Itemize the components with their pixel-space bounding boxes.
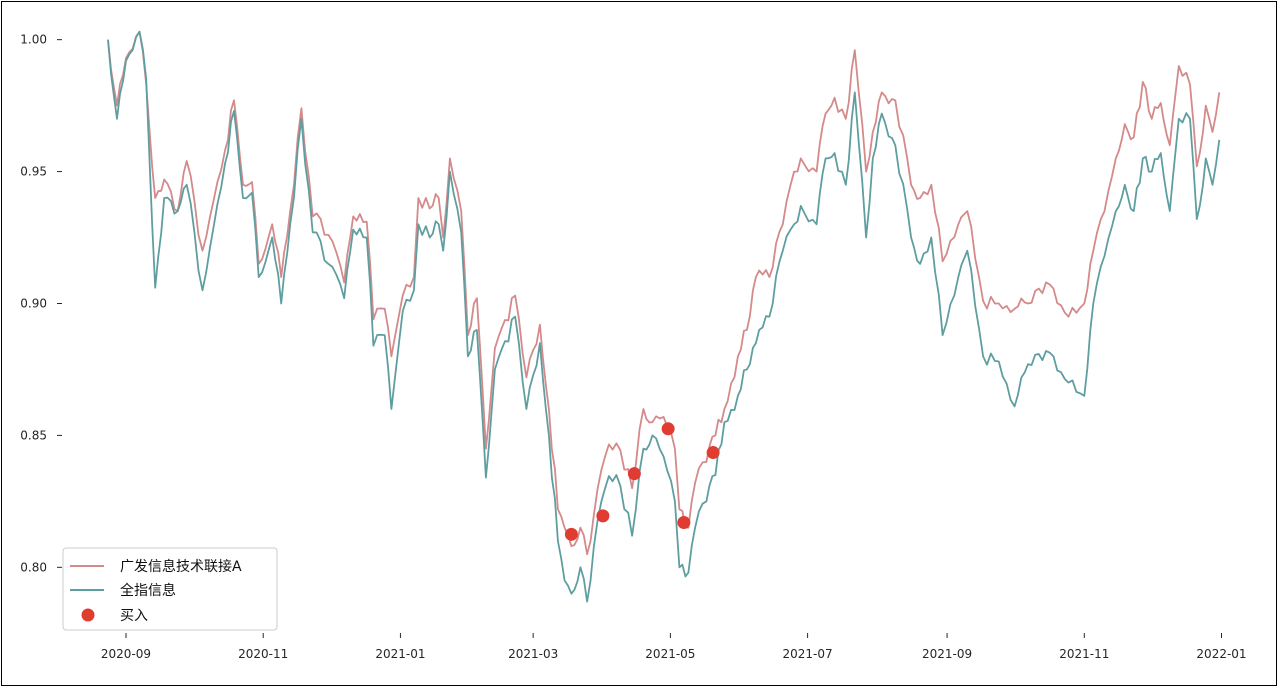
x-tick-label: 2021-03 bbox=[508, 647, 558, 661]
legend-label-series-1: 广发信息技术联接A bbox=[120, 558, 242, 575]
y-tick-label: 0.80 bbox=[20, 560, 47, 574]
legend-box bbox=[62, 547, 278, 631]
legend-label-markers: 买入 bbox=[120, 608, 148, 624]
x-tick-label: 2020-11 bbox=[238, 647, 288, 661]
legend-swatch-markers bbox=[81, 608, 95, 622]
legend: 广发信息技术联接A 全指信息 买入 bbox=[62, 547, 278, 631]
buy-marker bbox=[677, 515, 691, 529]
x-axis: 2020-09 2020-11 2021-01 2021-03 2021-05 2021-… bbox=[101, 633, 1247, 661]
x-tick-label: 2021-09 bbox=[922, 647, 972, 661]
x-tick-label: 2021-11 bbox=[1059, 647, 1109, 661]
x-tick-label: 2020-09 bbox=[101, 647, 151, 661]
x-tick-label: 2021-07 bbox=[783, 647, 833, 661]
x-tick-label: 2021-01 bbox=[375, 647, 425, 661]
buy-marker bbox=[627, 467, 641, 481]
x-tick-label: 2022-01 bbox=[1196, 647, 1246, 661]
legend-label-series-2: 全指信息 bbox=[120, 582, 176, 599]
buy-marker bbox=[564, 527, 578, 541]
buy-marker bbox=[596, 509, 610, 523]
series-line-2 bbox=[107, 30, 1221, 603]
y-tick-label: 0.90 bbox=[20, 296, 47, 310]
x-tick-label: 2021-05 bbox=[645, 647, 695, 661]
series-line-1 bbox=[107, 30, 1221, 555]
buy-markers bbox=[564, 422, 720, 541]
y-tick-label: 0.95 bbox=[20, 165, 47, 179]
y-tick-label: 0.85 bbox=[20, 428, 47, 442]
buy-marker bbox=[706, 446, 720, 460]
y-axis: 0.80 0.85 0.90 0.95 1.00 bbox=[20, 33, 62, 574]
y-tick-label: 1.00 bbox=[20, 33, 47, 47]
buy-marker bbox=[661, 422, 675, 436]
series-lines bbox=[107, 30, 1221, 603]
